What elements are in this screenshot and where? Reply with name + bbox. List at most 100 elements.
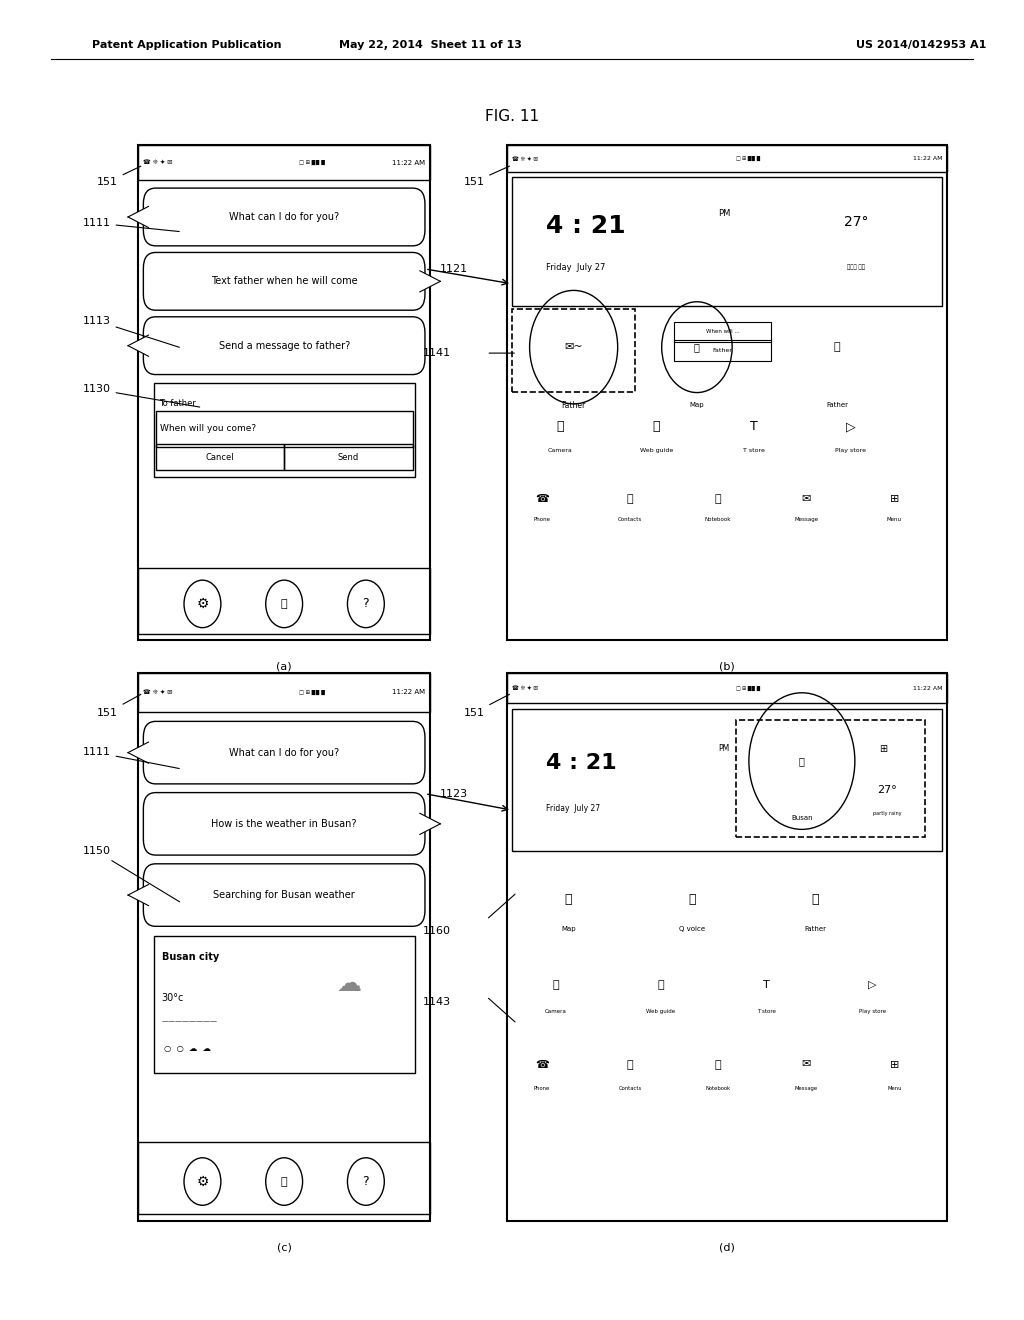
Text: ✉~: ✉~ [564, 342, 583, 352]
Bar [156, 411, 413, 446]
Text: 〜: 〜 [688, 894, 695, 907]
Text: Father: Father [826, 403, 848, 408]
Text: Contacts: Contacts [618, 517, 642, 523]
Text: 📋: 📋 [627, 1060, 634, 1069]
Text: ☎ ❊ ✦ ✉: ☎ ❊ ✦ ✉ [143, 690, 173, 694]
Text: 1150: 1150 [83, 846, 179, 902]
FancyBboxPatch shape [143, 722, 425, 784]
Text: (c): (c) [276, 1242, 292, 1253]
Text: ————————: ———————— [162, 1018, 218, 1024]
Polygon shape [128, 742, 148, 763]
Text: 1123: 1123 [440, 789, 468, 799]
Bar [138, 1142, 430, 1214]
Polygon shape [128, 335, 148, 356]
FancyBboxPatch shape [143, 189, 425, 246]
Polygon shape [420, 271, 440, 292]
Text: T store: T store [742, 447, 764, 453]
Text: ☎ ❊ ✦ ✉: ☎ ❊ ✦ ✉ [512, 156, 538, 161]
Text: ☎: ☎ [536, 494, 549, 504]
Text: ☎ ❊ ✦ ✉: ☎ ❊ ✦ ✉ [512, 686, 538, 690]
Text: Phone: Phone [534, 1086, 550, 1092]
Text: Camera: Camera [545, 1010, 566, 1015]
Text: Web guide: Web guide [646, 1010, 676, 1015]
Text: FIG. 11: FIG. 11 [485, 108, 539, 124]
Text: 🌐: 🌐 [694, 342, 699, 352]
Text: ⚙: ⚙ [197, 1175, 209, 1188]
Text: 〜: 〜 [281, 599, 288, 609]
Text: 151: 151 [463, 694, 510, 718]
Text: Notebook: Notebook [705, 517, 731, 523]
FancyBboxPatch shape [143, 252, 425, 310]
Bar [674, 322, 771, 342]
Bar [154, 383, 415, 477]
Text: 1141: 1141 [423, 348, 451, 358]
Text: 1130: 1130 [83, 384, 200, 407]
Text: 📷: 📷 [552, 979, 559, 990]
Polygon shape [128, 884, 148, 906]
Bar [138, 145, 430, 180]
Text: 🌐: 🌐 [657, 979, 665, 990]
Text: 30°c: 30°c [162, 993, 184, 1003]
Text: □ ⊞ ▉▉ ▉: □ ⊞ ▉▉ ▉ [736, 156, 761, 161]
Bar [512, 709, 942, 851]
Text: 11:22 AM: 11:22 AM [392, 689, 425, 696]
Text: 27°: 27° [844, 215, 868, 230]
Text: ?: ? [362, 1175, 370, 1188]
Text: 👤: 👤 [834, 342, 841, 352]
Text: 4 : 21: 4 : 21 [547, 214, 626, 239]
Text: 1143: 1143 [423, 997, 451, 1007]
Text: Father: Father [561, 400, 586, 409]
Text: 151: 151 [96, 166, 141, 187]
Text: (b): (b) [719, 661, 735, 672]
Text: Cancel: Cancel [206, 453, 234, 462]
Text: 📔: 📔 [715, 1060, 722, 1069]
Text: 〜: 〜 [281, 1176, 288, 1187]
Text: ✉: ✉ [802, 1060, 811, 1069]
Text: 1113: 1113 [83, 315, 179, 347]
Text: ☁: ☁ [337, 972, 361, 997]
Text: ⚙: ⚙ [197, 597, 209, 611]
Text: 11:22 AM: 11:22 AM [912, 686, 942, 690]
Bar [154, 936, 415, 1073]
Text: 1160: 1160 [423, 925, 451, 936]
Text: T: T [763, 979, 770, 990]
Text: ✉: ✉ [802, 494, 811, 504]
Text: 1111: 1111 [83, 747, 179, 768]
Text: Notebook: Notebook [706, 1086, 731, 1092]
Text: 11:22 AM: 11:22 AM [392, 160, 425, 165]
Text: ○  ○  ☁  ☁: ○ ○ ☁ ☁ [164, 1044, 211, 1053]
Text: ☎ ❊ ✦ ✉: ☎ ❊ ✦ ✉ [143, 160, 173, 165]
Polygon shape [128, 206, 148, 227]
Bar [507, 673, 947, 1221]
Text: Send: Send [338, 453, 359, 462]
Text: Camera: Camera [548, 447, 572, 453]
Bar [138, 145, 430, 640]
Text: May 22, 2014  Sheet 11 of 13: May 22, 2014 Sheet 11 of 13 [339, 40, 521, 50]
Text: Message: Message [795, 1086, 818, 1092]
Bar [674, 341, 771, 362]
Text: Friday  July 27: Friday July 27 [547, 804, 600, 813]
Text: 4 : 21: 4 : 21 [547, 752, 617, 774]
Text: What can I do for you?: What can I do for you? [229, 213, 339, 222]
Text: partly rainy: partly rainy [872, 810, 901, 816]
FancyBboxPatch shape [143, 317, 425, 375]
Text: 1121: 1121 [440, 264, 468, 275]
Text: Searching for Busan weather: Searching for Busan weather [213, 890, 355, 900]
FancyBboxPatch shape [143, 863, 425, 927]
Text: To father: To father [159, 399, 196, 408]
Bar [285, 444, 413, 470]
Text: ?: ? [362, 598, 370, 610]
Bar [735, 721, 925, 837]
Text: 📋: 📋 [627, 494, 634, 504]
Text: □ ⊞ ▉▉ ▉: □ ⊞ ▉▉ ▉ [299, 690, 325, 694]
Text: Web guide: Web guide [640, 447, 673, 453]
Text: PM: PM [719, 209, 731, 218]
Text: T: T [750, 420, 758, 433]
Text: 151: 151 [463, 166, 510, 187]
Text: Message: Message [795, 517, 818, 523]
Text: Play store: Play store [835, 447, 866, 453]
Text: ▷: ▷ [868, 979, 877, 990]
Text: 27°: 27° [878, 785, 897, 795]
Text: Busan: Busan [792, 816, 813, 821]
Bar [507, 145, 947, 640]
